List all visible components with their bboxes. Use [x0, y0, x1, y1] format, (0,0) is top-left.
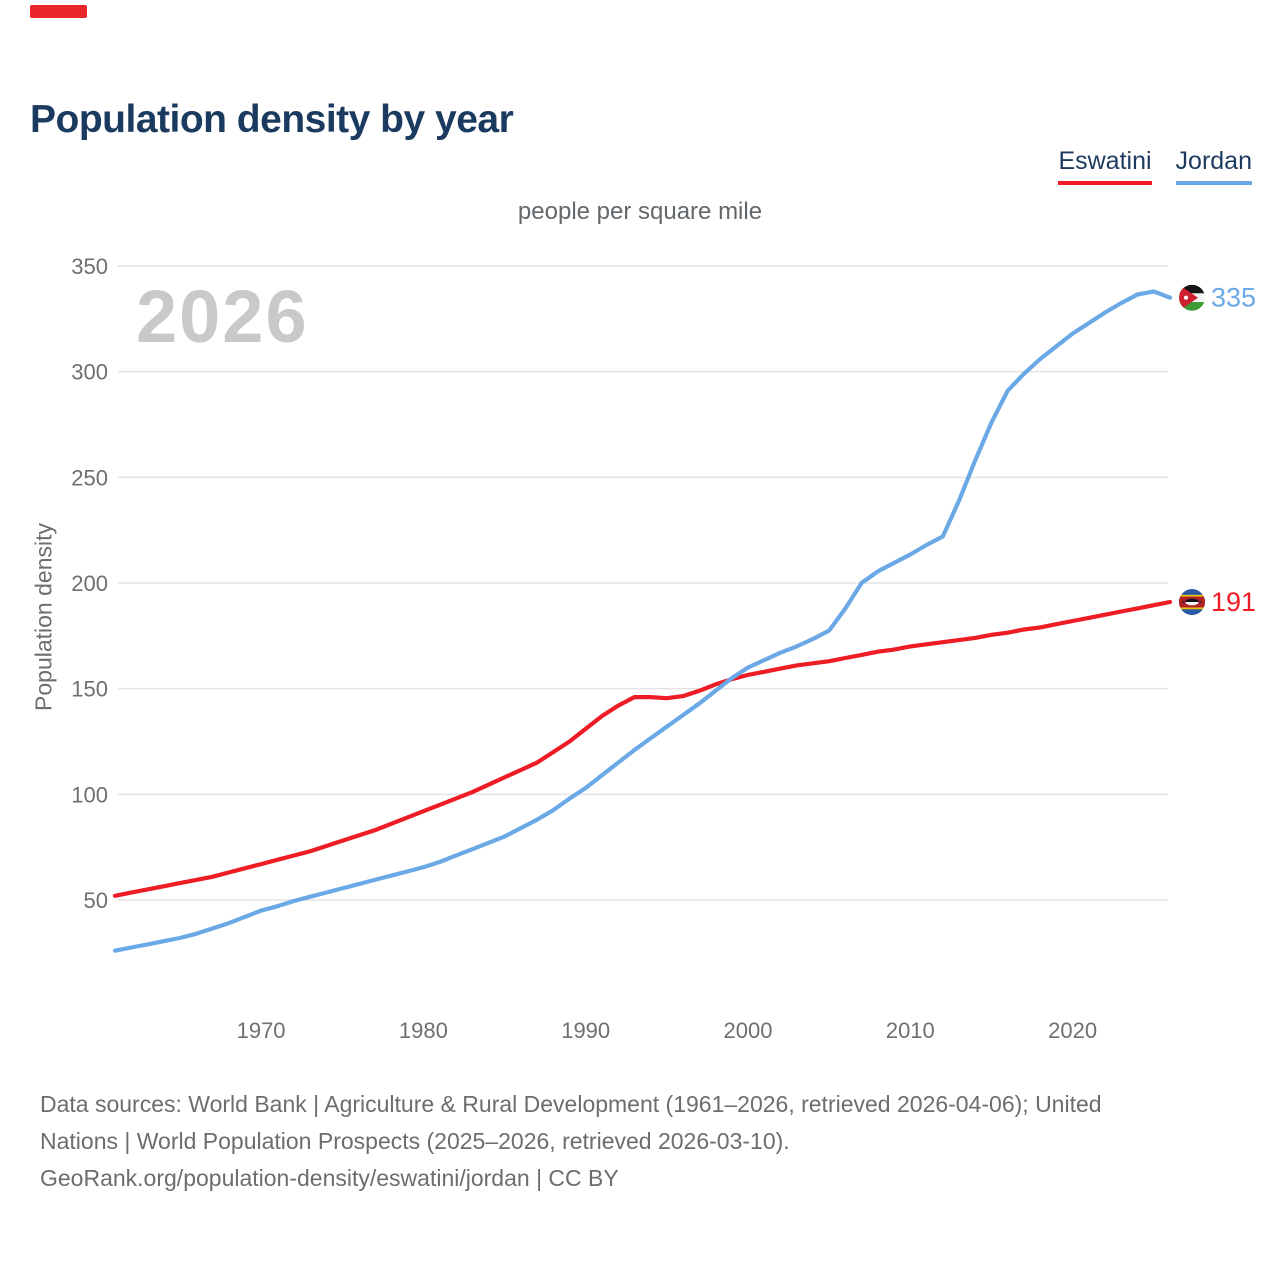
y-tick-label: 300	[71, 360, 108, 385]
jordan-end-value: 335	[1211, 283, 1256, 313]
footer-sources: Data sources: World Bank | Agriculture &…	[40, 1086, 1260, 1197]
marker-layer: 191 335	[1179, 283, 1256, 617]
top-left-red-mark	[30, 5, 87, 18]
grid-layer: 50 100 150 200 250 300 350 1970 1980 1990 2000 2010…	[71, 254, 1168, 1043]
x-tick-label: 2000	[724, 1018, 773, 1043]
y-tick-label: 250	[71, 465, 108, 490]
legend: Eswatini Jordan	[1058, 147, 1252, 185]
y-tick-label: 150	[71, 677, 108, 702]
jordan-flag-icon	[1179, 284, 1205, 311]
footer-line: Nations | World Population Prospects (20…	[40, 1128, 790, 1154]
y-tick-label: 350	[71, 254, 108, 279]
x-tick-label: 1970	[237, 1018, 286, 1043]
jordan-line[interactable]	[112, 289, 1173, 953]
x-tick-label: 2020	[1048, 1018, 1097, 1043]
x-tick-label: 1990	[561, 1018, 610, 1043]
footer-line: Data sources: World Bank | Agriculture &…	[40, 1091, 1102, 1117]
y-tick-label: 200	[71, 571, 108, 596]
eswatini-line[interactable]	[112, 599, 1173, 898]
eswatini-flag-icon	[1179, 589, 1205, 616]
eswatini-end-value: 191	[1211, 587, 1256, 617]
series-layer	[112, 289, 1173, 953]
y-tick-label: 100	[71, 782, 108, 807]
x-tick-label: 2010	[886, 1018, 935, 1043]
watermark-year: 2026	[136, 275, 309, 358]
legend-item-jordan[interactable]: Jordan	[1175, 147, 1252, 185]
page-title: Population density by year	[30, 98, 514, 142]
x-tick-label: 1980	[399, 1018, 448, 1043]
chart-subtitle: people per square mile	[517, 198, 763, 225]
legend-item-eswatini[interactable]: Eswatini	[1058, 147, 1152, 185]
y-tick-label: 50	[84, 888, 108, 913]
footer-line: GeoRank.org/population-density/eswatini/…	[40, 1165, 619, 1191]
